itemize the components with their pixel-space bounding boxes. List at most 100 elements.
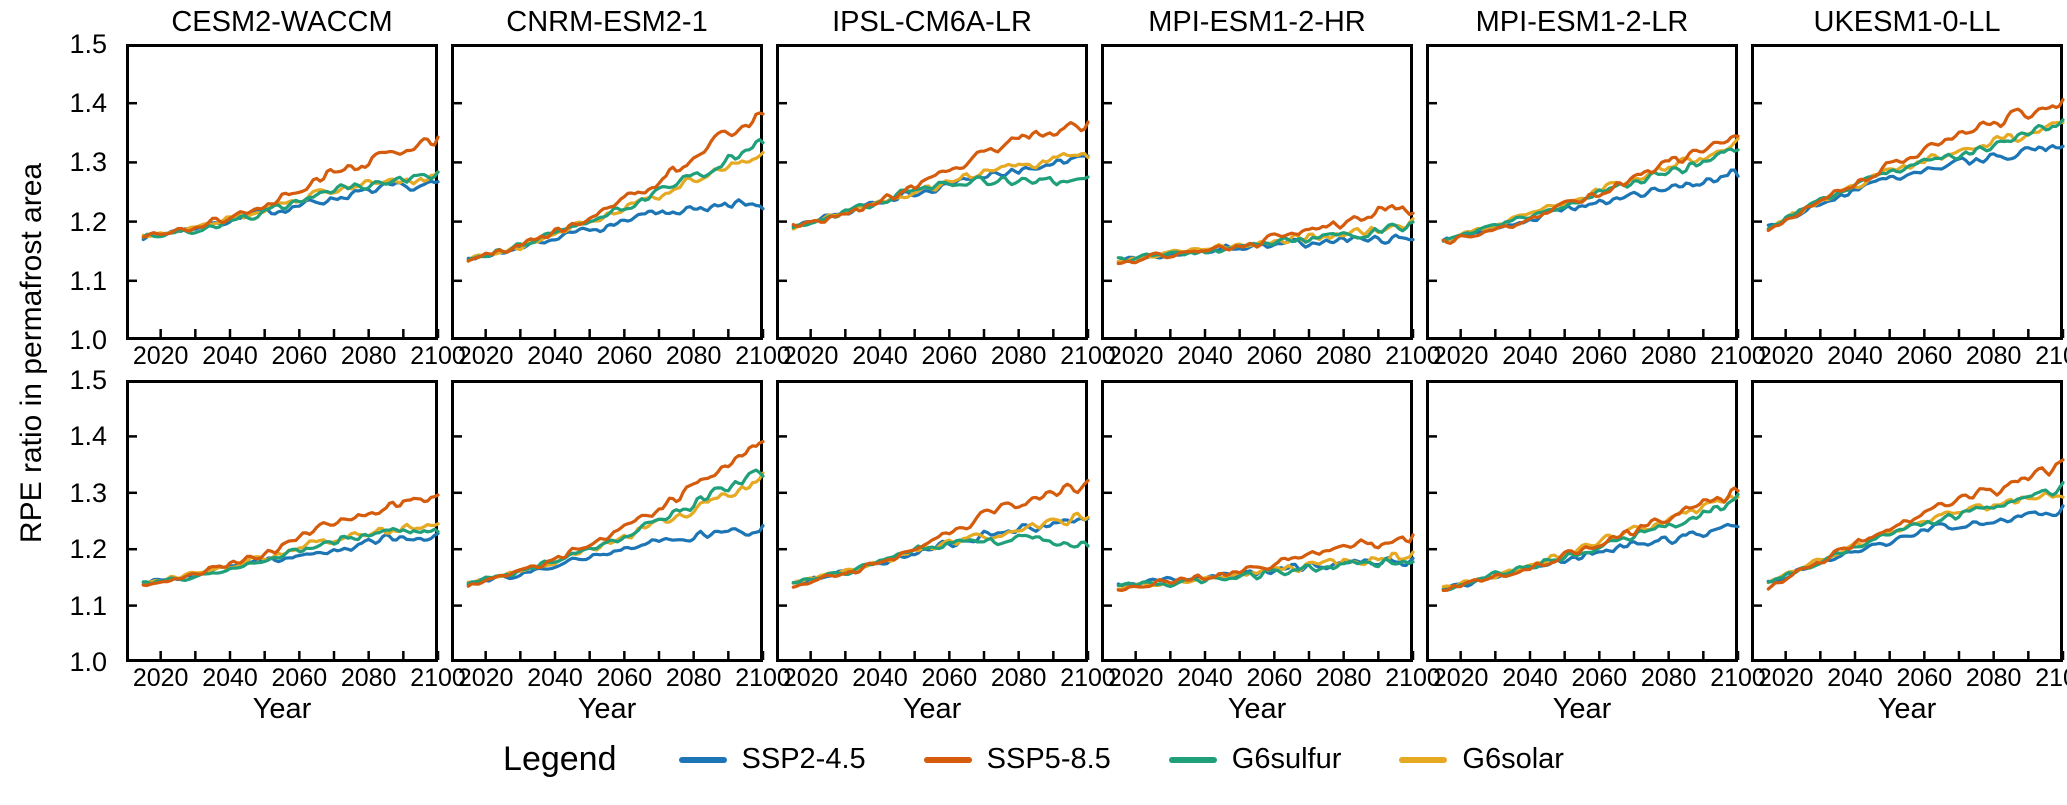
- panel-CESM2-WACCM-row2: 2020 2040 2060 2080 2100: [126, 380, 466, 692]
- series-line-G6solar: [1766, 490, 2065, 585]
- x-tick-label: 2080: [1641, 664, 1697, 692]
- x-tick-label: 2100: [1385, 342, 1441, 370]
- legend-title: Legend: [503, 740, 617, 778]
- axes-box: [1751, 380, 2063, 662]
- x-tick-label: 2100: [735, 342, 791, 370]
- x-tick-label: 2080: [1966, 342, 2022, 370]
- x-tick-label: 2080: [991, 664, 1047, 692]
- series-line-G6sulfur: [466, 137, 765, 262]
- legend-label-ssp245: SSP2-4.5: [741, 743, 866, 775]
- panel-cell: 2020 2040 2060 2080 2100 Year: [451, 380, 791, 726]
- x-tick-label: 2080: [991, 342, 1047, 370]
- series-line-SSP5-8.5: [466, 111, 765, 263]
- x-tick-label: 2040: [202, 664, 258, 692]
- axes-box: [1426, 44, 1738, 340]
- x-tick-label: 2060: [597, 342, 653, 370]
- x-tick-label: 2060: [922, 664, 978, 692]
- panel-title: CESM2-WACCM: [171, 6, 393, 38]
- panel-cell: 2020 2040 2060 2080 2100 Year: [776, 380, 1116, 726]
- series-line-SSP5-8.5: [141, 493, 440, 588]
- x-tick-label: 2060: [922, 342, 978, 370]
- x-tick-label: 2080: [1316, 342, 1372, 370]
- legend: Legend SSP2-4.5 SSP5-8.5 G6sulfur G6sola…: [0, 740, 2067, 779]
- y-tick-label: 1.0: [69, 647, 107, 677]
- series-line-G6sulfur: [1766, 118, 2065, 231]
- legend-swatch-g6solar-line-icon: [1399, 756, 1448, 763]
- legend-label-ssp585: SSP5-8.5: [986, 743, 1111, 775]
- panel-cell: CNRM-ESM2-1 2020 2040 2060 2080 2100: [451, 6, 791, 370]
- panel-cell: 2020 2040 2060 2080 2100 Year: [126, 380, 466, 726]
- legend-swatch-g6sulfur-line-icon: [1168, 756, 1217, 763]
- series-line-SSP5-8.5: [466, 439, 765, 588]
- x-tick-label: 2020: [133, 342, 189, 370]
- y-tick-labels-row1: 1.5 1.4 1.3 1.2 1.1 1.0: [0, 6, 113, 370]
- panel-IPSL-CM6A-LR-row1: 2020 2040 2060 2080 2100: [776, 44, 1116, 370]
- series-line-G6sulfur: [791, 175, 1090, 230]
- panels-grid: 1.5 1.4 1.3 1.2 1.1 1.0 CESM2-WACCM 2020 2040 206…: [0, 6, 2067, 726]
- x-tick-label: 2100: [1710, 342, 1766, 370]
- series-line-G6sulfur: [141, 526, 440, 586]
- x-tick-label: 2020: [458, 342, 514, 370]
- series-line-G6sulfur: [466, 468, 765, 586]
- panel-cell: MPI-ESM1-2-HR 2020 2040 2060 2080 2100: [1101, 6, 1441, 370]
- y-tick-labels-row2: 1.5 1.4 1.3 1.2 1.1 1.0: [0, 365, 113, 726]
- x-tick-label: 2080: [666, 664, 722, 692]
- x-tick-label: 2020: [1758, 664, 1814, 692]
- panel-cell: UKESM1-0-LL 2020 2040 2060 2080 2100: [1751, 6, 2067, 370]
- x-tick-label: 2040: [527, 664, 583, 692]
- x-tick-label: 2020: [1758, 342, 1814, 370]
- y-tick-label: 1.4: [69, 421, 107, 452]
- series-line-SSP5-8.5: [141, 135, 440, 239]
- panel-MPI-ESM1-2-LR-row2: 2020 2040 2060 2080 2100: [1426, 380, 1766, 692]
- axes-box: [776, 380, 1088, 662]
- x-tick-label: 2060: [1247, 664, 1303, 692]
- legend-item-g6solar: G6solar: [1399, 743, 1564, 776]
- series-line-SSP5-8.5: [1441, 486, 1740, 592]
- series-line-G6sulfur: [1441, 492, 1740, 592]
- x-tick-label: 2020: [1433, 664, 1489, 692]
- legend-label-g6sulfur: G6sulfur: [1231, 743, 1342, 775]
- axes-box: [1101, 380, 1413, 662]
- axes-box: [126, 44, 438, 340]
- y-tick-label: 1.1: [69, 265, 107, 296]
- x-tick-label: 2080: [1316, 664, 1372, 692]
- x-tick-label: 2080: [666, 342, 722, 370]
- axes-box: [1101, 44, 1413, 340]
- x-tick-label: 2060: [272, 664, 328, 692]
- x-tick-label: 2080: [341, 342, 397, 370]
- x-tick-label: 2100: [1060, 664, 1116, 692]
- x-tick-label: 2100: [1710, 664, 1766, 692]
- panel-UKESM1-0-LL-row1: 2020 2040 2060 2080 2100: [1751, 44, 2067, 370]
- x-tick-label: 2080: [1966, 664, 2022, 692]
- x-tick-label: 2040: [527, 342, 583, 370]
- legend-item-g6sulfur: G6sulfur: [1168, 743, 1342, 776]
- x-tick-label: 2040: [1502, 342, 1558, 370]
- axes-box: [126, 380, 438, 662]
- panel-CNRM-ESM2-1-row2: 2020 2040 2060 2080 2100: [451, 380, 791, 692]
- x-tick-label: 2040: [852, 664, 908, 692]
- panel-title: MPI-ESM1-2-HR: [1148, 6, 1366, 38]
- x-axis-title: Year: [1552, 693, 1612, 725]
- y-tick-label: 1.1: [69, 590, 107, 621]
- x-tick-label: 2060: [272, 342, 328, 370]
- x-tick-label: 2060: [1897, 342, 1953, 370]
- x-axis-title: Year: [577, 693, 637, 725]
- x-tick-label: 2060: [1572, 664, 1628, 692]
- axes-box: [776, 44, 1088, 340]
- series-line-SSP5-8.5: [1766, 97, 2065, 233]
- panel-cell: IPSL-CM6A-LR 2020 2040 2060 2080 2100: [776, 6, 1116, 370]
- series-line-G6solar: [791, 511, 1090, 585]
- x-axis-title: Year: [902, 693, 962, 725]
- series-line-G6sulfur: [141, 170, 440, 240]
- panel-cell: 2020 2040 2060 2080 2100 Year: [1751, 380, 2067, 726]
- x-tick-label: 2100: [410, 342, 466, 370]
- x-tick-label: 2100: [1385, 664, 1441, 692]
- x-tick-label: 2040: [1177, 342, 1233, 370]
- x-tick-label: 2100: [410, 664, 466, 692]
- x-tick-label: 2040: [852, 342, 908, 370]
- panel-cell: MPI-ESM1-2-LR 2020 2040 2060 2080 2100: [1426, 6, 1766, 370]
- panel-MPI-ESM1-2-LR-row1: 2020 2040 2060 2080 2100: [1426, 44, 1766, 370]
- series-line-SSP5-8.5: [1116, 204, 1415, 266]
- x-tick-label: 2040: [1827, 664, 1883, 692]
